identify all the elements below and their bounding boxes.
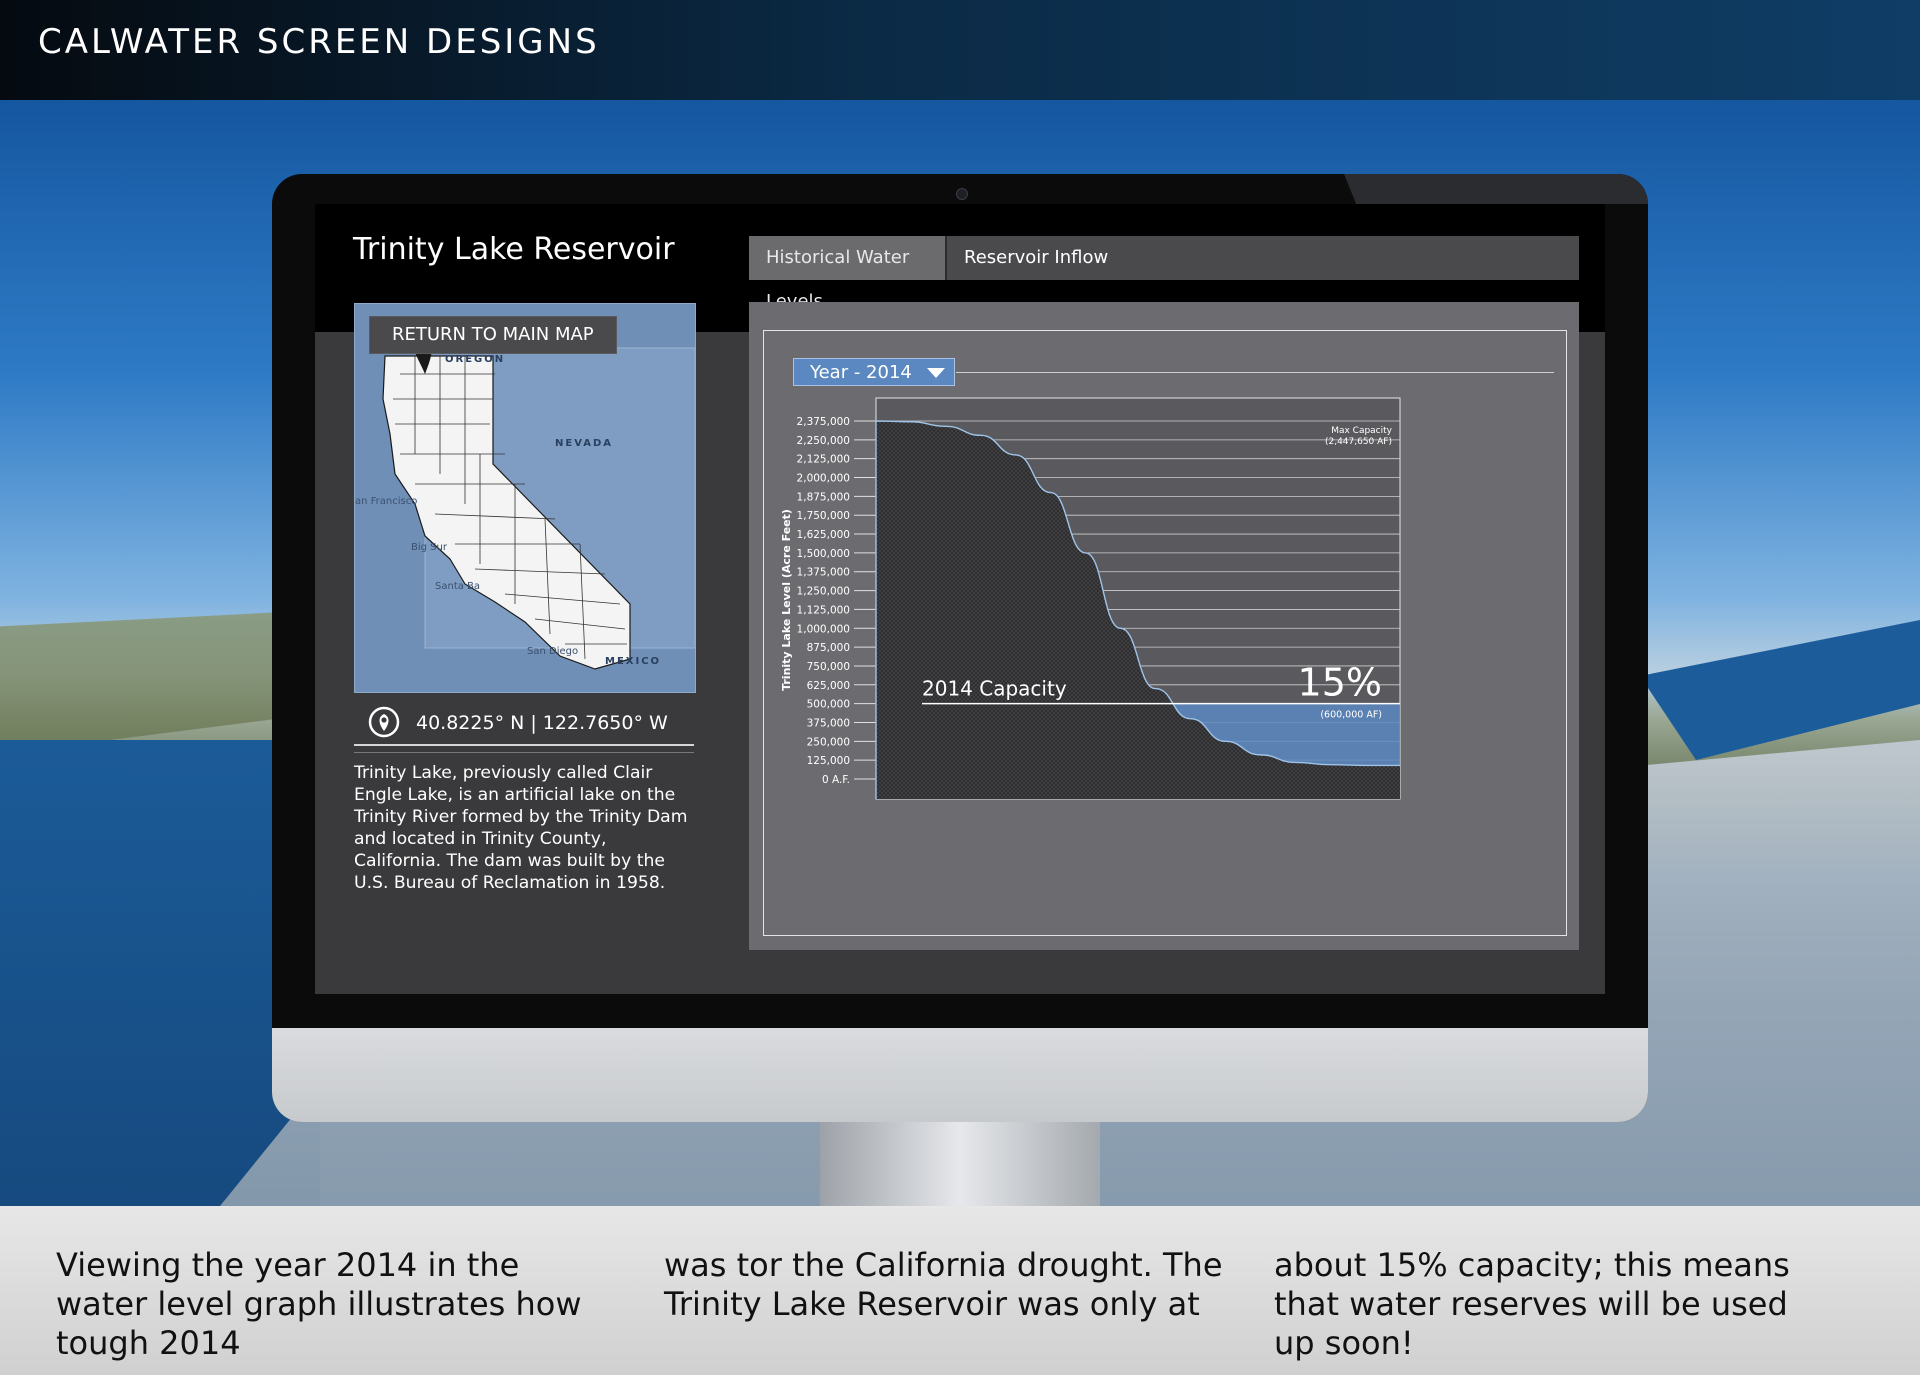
california-map: OREGON NEVADA MEXICO an Francisco Big Su… bbox=[355, 304, 695, 692]
caption-band: Viewing the year 2014 in the water level… bbox=[0, 1206, 1920, 1375]
year-dropdown-value: Year - 2014 bbox=[810, 362, 912, 383]
backdrop-water bbox=[0, 740, 320, 1206]
y-tick-label: 1,125,000 bbox=[797, 604, 850, 616]
map-label-sf: an Francisco bbox=[355, 496, 417, 507]
map-label-nevada: NEVADA bbox=[555, 438, 613, 449]
map-label-mexico: MEXICO bbox=[605, 656, 661, 667]
chart-panel: Year - 2014 2,375,000 2,250,000 2,125,000 2… bbox=[749, 302, 1579, 950]
max-capacity-value: (2,447,650 AF) bbox=[1325, 437, 1392, 447]
map-label-santa-barbara: Santa Ba bbox=[435, 581, 480, 592]
monitor-stand bbox=[820, 1110, 1100, 1206]
return-to-main-map-button[interactable]: RETURN TO MAIN MAP bbox=[369, 316, 617, 354]
y-tick-label: 1,250,000 bbox=[797, 586, 850, 598]
chart-frame: Year - 2014 2,375,000 2,250,000 2,125,000 2… bbox=[763, 330, 1567, 936]
coordinates-row: 40.8225° N | 122.7650° W bbox=[354, 704, 694, 746]
top-banner: CALWATER SCREEN DESIGNS bbox=[0, 0, 1920, 100]
divider bbox=[354, 752, 694, 753]
monitor-glare bbox=[1344, 174, 1648, 204]
monitor-chin bbox=[272, 1028, 1648, 1122]
y-axis-label: Trinity Lake Level (Acre Feet) bbox=[780, 509, 793, 691]
y-tick-label: 1,500,000 bbox=[797, 548, 850, 560]
california-shape bbox=[382, 355, 631, 670]
y-tick-label: 2,250,000 bbox=[797, 435, 850, 447]
max-capacity-label: Max Capacity bbox=[1331, 426, 1392, 436]
map-label-san-diego: San Diego bbox=[527, 646, 578, 657]
area-series bbox=[876, 421, 1400, 799]
y-tick-label: 750,000 bbox=[807, 661, 850, 673]
map-pin-icon bbox=[368, 706, 400, 738]
y-tick-label: 500,000 bbox=[807, 699, 850, 711]
y-tick-label: 2,125,000 bbox=[797, 454, 850, 466]
dropdown-rule bbox=[956, 372, 1554, 373]
caption-col-3: about 15% capacity; this means that wate… bbox=[1274, 1246, 1790, 1362]
y-tick-label: 250,000 bbox=[807, 736, 850, 748]
map-label-big-sur: Big Sur bbox=[411, 542, 448, 553]
y-tick-label: 2,000,000 bbox=[797, 473, 850, 485]
y-tick-label: 1,000,000 bbox=[797, 623, 850, 635]
location-map[interactable]: OREGON NEVADA MEXICO an Francisco Big Su… bbox=[354, 303, 696, 693]
caption-col-2: was tor the California drought. The Trin… bbox=[664, 1246, 1223, 1323]
lake-description: Trinity Lake, previously called Clair En… bbox=[354, 763, 688, 893]
y-tick-label: 1,875,000 bbox=[797, 491, 850, 503]
capacity-percent: 15% bbox=[1298, 661, 1382, 705]
coordinates-text: 40.8225° N | 122.7650° W bbox=[416, 712, 668, 734]
page-title: Trinity Lake Reservoir bbox=[353, 232, 675, 267]
monitor: Trinity Lake Reservoir OREGON NEVADA MEX… bbox=[272, 174, 1648, 1122]
y-tick-label: 1,625,000 bbox=[797, 529, 850, 541]
chart-tabs: Historical Water Levels Reservoir Inflow bbox=[749, 236, 1579, 312]
y-tick-label: 375,000 bbox=[807, 717, 850, 729]
tab-historical-water-levels[interactable]: Historical Water Levels bbox=[749, 236, 945, 312]
caption-col-1: Viewing the year 2014 in the water level… bbox=[56, 1246, 582, 1362]
y-tick-label: 125,000 bbox=[807, 755, 850, 767]
map-label-oregon: OREGON bbox=[445, 354, 505, 365]
water-level-chart: 2,375,000 2,250,000 2,125,000 2,000,000 1,87… bbox=[780, 397, 1401, 800]
camera-icon bbox=[956, 188, 968, 200]
capacity-label: 2014 Capacity bbox=[922, 677, 1067, 701]
y-tick-label: 875,000 bbox=[807, 642, 850, 654]
app-screen: Trinity Lake Reservoir OREGON NEVADA MEX… bbox=[315, 204, 1605, 994]
capacity-value: (600,000 AF) bbox=[1320, 710, 1382, 721]
tab-reservoir-inflow[interactable]: Reservoir Inflow bbox=[945, 236, 1125, 280]
y-tick-label: 0 A.F. bbox=[822, 774, 850, 786]
y-tick-label: 1,375,000 bbox=[797, 567, 850, 579]
y-tick-label: 625,000 bbox=[807, 680, 850, 692]
year-dropdown[interactable]: Year - 2014 bbox=[793, 358, 955, 386]
y-tick-label: 1,750,000 bbox=[797, 510, 850, 522]
series-line bbox=[875, 420, 1400, 799]
chevron-down-icon bbox=[927, 368, 945, 378]
backdrop-canal bbox=[1640, 620, 1920, 760]
banner-title: CALWATER SCREEN DESIGNS bbox=[38, 22, 600, 62]
y-tick-label: 2,375,000 bbox=[797, 416, 850, 428]
